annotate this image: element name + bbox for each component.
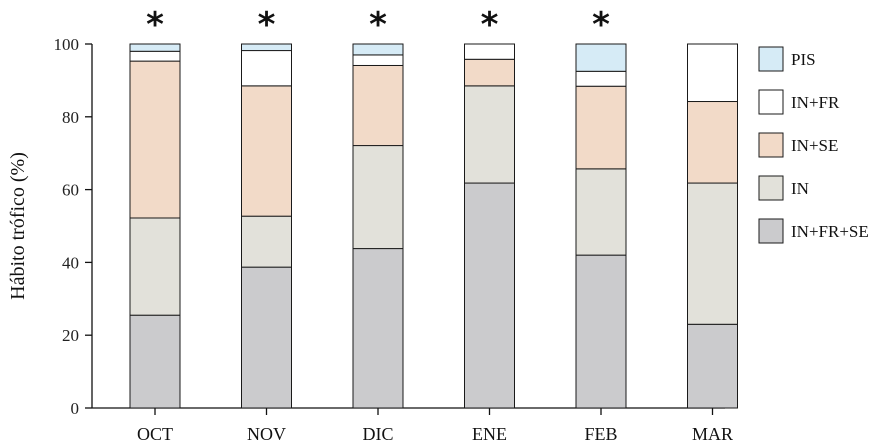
bar-segment [352,145,404,250]
significance-asterisk: * [592,5,610,45]
bar-segment [241,266,292,409]
legend-label: IN [791,179,809,198]
legend: PIS IN+FR IN+SE IN IN+FR+SE [758,46,869,244]
bar-segment [241,43,292,52]
y-tick-label: 80 [62,108,79,127]
x-tick-label: MAR [692,424,733,444]
bar-segment [352,54,404,66]
bar-segment [464,85,515,184]
significance-asterisk: * [146,5,164,45]
legend-swatch [758,89,784,115]
significance-markers: * * * * * [146,5,610,45]
bar-segment [464,58,515,87]
x-axis: OCT NOV DIC ENE FEB MAR [92,407,733,444]
x-tick-label: ENE [472,424,507,444]
bar-segment [464,43,515,60]
bar-segment [129,43,181,52]
legend-swatch [758,175,784,201]
bar-segment [575,254,627,409]
y-tick-label: 40 [62,253,79,272]
bar-segment [129,50,181,62]
bars [129,43,738,409]
bar-segment [575,43,627,72]
bar-segment [241,85,292,217]
bar-segment [129,314,181,409]
legend-swatch [758,218,784,244]
significance-asterisk: * [369,5,387,45]
x-tick-label: DIC [363,424,394,444]
y-tick-label: 0 [71,399,80,418]
bar-segment [575,70,627,87]
bar-segment [352,43,404,56]
legend-label: PIS [791,50,816,69]
legend-swatch [758,132,784,158]
legend-label: IN+SE [791,136,838,155]
bar-segment [575,168,627,256]
legend-swatch [758,46,784,72]
bar-segment [352,64,404,147]
bar-segment [687,182,738,325]
bar-segment [464,182,515,409]
x-tick-label: NOV [247,424,286,444]
bar-segment [129,217,181,316]
bar-segment [129,60,181,219]
bar-segment [241,215,292,268]
y-tick-label: 20 [62,326,79,345]
y-tick-label: 100 [54,35,80,54]
significance-asterisk: * [258,5,276,45]
legend-label: IN+FR [791,93,840,112]
bar-segment [575,85,627,170]
x-tick-label: OCT [137,424,173,444]
bar-segment [241,50,292,87]
bar-segment [687,101,738,184]
y-tick-label: 60 [62,181,79,200]
x-tick-label: FEB [584,424,617,444]
legend-label: IN+FR+SE [791,222,869,241]
bar-segment [352,248,404,409]
bar-segment [687,323,738,409]
y-axis: 0 20 40 60 80 100 [54,35,93,418]
significance-asterisk: * [481,5,499,45]
y-axis-label: Hábito trófico (%) [7,152,29,300]
bar-segment [687,43,738,103]
